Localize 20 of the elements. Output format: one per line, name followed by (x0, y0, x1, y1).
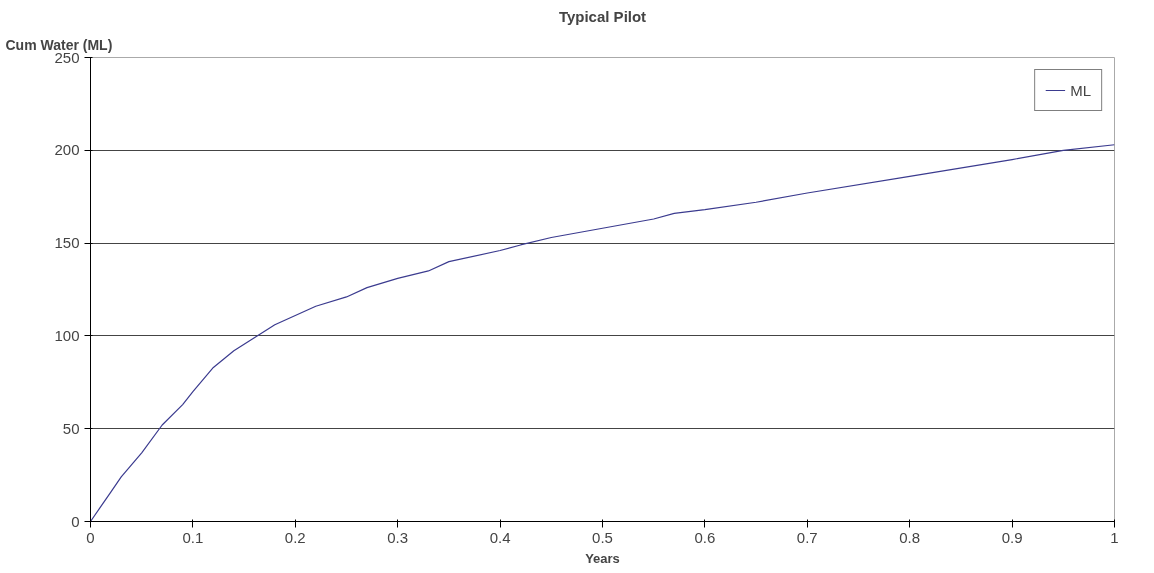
y-tick-label: 100 (54, 326, 80, 344)
y-tick-label: 0 (71, 512, 80, 530)
x-tick-label: 0.5 (592, 528, 613, 546)
x-tick-label: 0 (86, 528, 95, 546)
y-axis-title: Cum Water (ML) (5, 36, 113, 53)
y-tick-label: 200 (54, 141, 80, 159)
x-tick-label: 0.8 (899, 528, 921, 546)
y-tick-label: 150 (54, 234, 80, 252)
x-tick-label: 0.7 (796, 528, 818, 546)
y-tick-label: 50 (62, 419, 80, 437)
legend-label: ML (1070, 81, 1091, 99)
x-axis-title: Years (585, 550, 620, 566)
x-tick-label: 0.3 (387, 528, 409, 546)
x-tick-label: 0.4 (489, 528, 511, 546)
x-tick-label: 1 (1110, 528, 1119, 546)
x-tick-label: 0.2 (284, 528, 306, 546)
chart-title: Typical Pilot (558, 7, 647, 25)
x-tick-label: 0.9 (1001, 528, 1023, 546)
x-tick-label: 0.1 (182, 528, 204, 546)
x-tick-label: 0.6 (694, 528, 716, 546)
